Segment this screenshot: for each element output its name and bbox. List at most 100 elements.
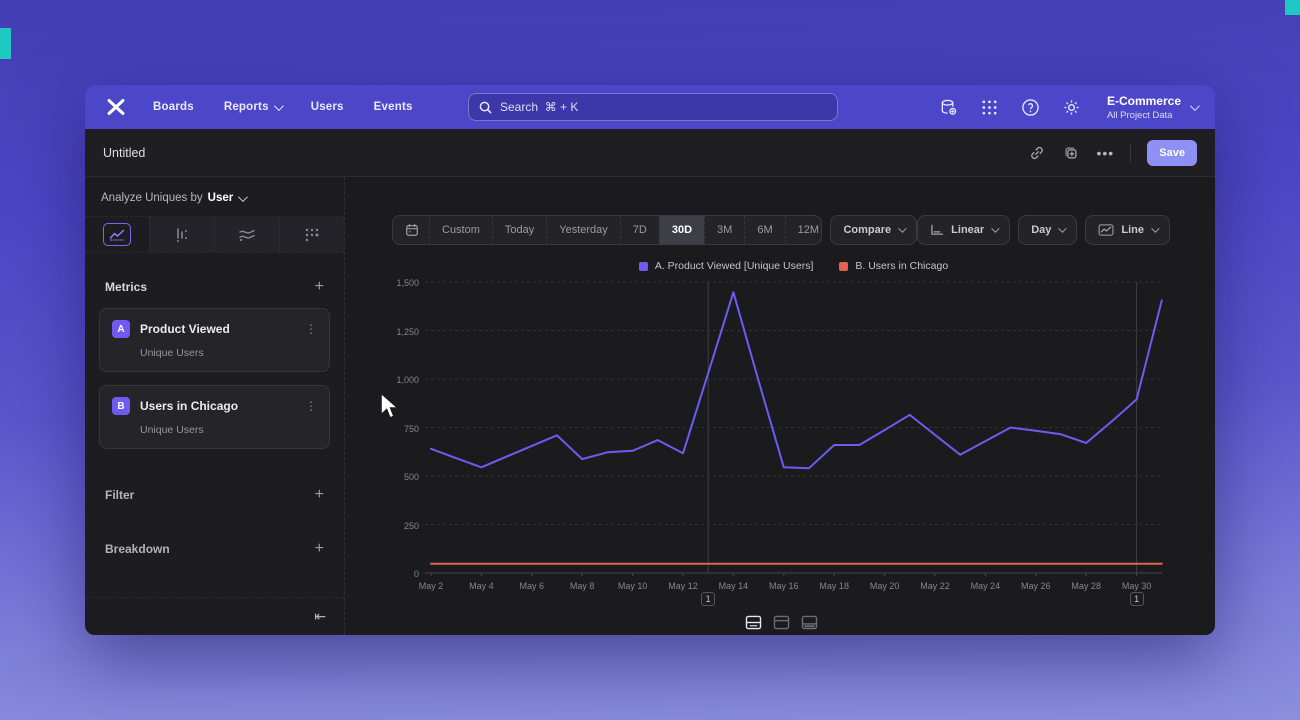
metric-b-more-icon[interactable]: ⋮	[305, 398, 317, 413]
chevron-down-icon	[1151, 224, 1160, 233]
nav-users[interactable]: Users	[311, 101, 344, 113]
divider	[1130, 143, 1132, 162]
search-input[interactable]	[500, 100, 827, 114]
chart-toolbar: Custom Today Yesterday 7D 30D 3M 6M 12M …	[392, 215, 1170, 245]
chart-type-dropdown[interactable]: Line	[1085, 215, 1170, 245]
x-tick-label: May 26	[1021, 581, 1051, 591]
range-yesterday[interactable]: Yesterday	[546, 216, 620, 244]
add-breakdown-button[interactable]: +	[314, 540, 324, 557]
analyze-row: Analyze Uniques by User	[85, 177, 344, 217]
x-tick-label: May 6	[519, 581, 545, 591]
nav-reports[interactable]: Reports	[223, 100, 284, 113]
y-tick-label: 1,500	[396, 278, 419, 288]
teal-artifact-right	[1285, 0, 1300, 15]
metric-card-b[interactable]: B Users in Chicago ⋮ Unique Users	[99, 385, 330, 449]
line-chart[interactable]	[425, 281, 1163, 576]
tab-bar-chart[interactable]	[149, 217, 214, 252]
report-title[interactable]: Untitled	[103, 145, 146, 160]
settings-gear-icon[interactable]	[1062, 97, 1082, 117]
range-3m[interactable]: 3M	[704, 216, 744, 244]
primary-nav: Boards Reports Users Events	[153, 100, 413, 113]
topbar-right-group: E-Commerce All Project Data	[939, 93, 1200, 121]
range-6m[interactable]: 6M	[744, 216, 784, 244]
data-management-icon[interactable]	[939, 97, 959, 117]
calendar-icon[interactable]	[393, 223, 429, 237]
metric-b-measure[interactable]: Unique Users	[140, 424, 204, 436]
chevron-down-icon	[898, 224, 907, 233]
y-tick-label: 750	[403, 423, 419, 434]
annotation-badge[interactable]: 1	[701, 592, 716, 606]
legend-label: B. Users in Chicago	[855, 260, 949, 272]
granularity-label: Day	[1031, 224, 1052, 236]
chevron-down-icon	[991, 224, 1000, 233]
metric-a-more-icon[interactable]: ⋮	[305, 321, 317, 336]
breakdown-heading: Breakdown	[105, 542, 170, 556]
bar-chart-icon	[177, 227, 187, 242]
metric-a-measure[interactable]: Unique Users	[140, 347, 204, 359]
chart-legend: A. Product Viewed [Unique Users] B. Users…	[425, 260, 1162, 272]
collapse-sidebar-icon[interactable]: ⇤	[314, 608, 326, 624]
scale-dropdown[interactable]: Linear	[917, 215, 1011, 245]
legend-item[interactable]: B. Users in Chicago	[839, 260, 948, 272]
linear-axis-icon	[930, 224, 944, 236]
nav-boards-label: Boards	[153, 101, 194, 113]
share-link-icon[interactable]	[1028, 144, 1046, 162]
mixpanel-logo-icon[interactable]	[103, 94, 129, 120]
x-tick-label: May 28	[1071, 581, 1101, 591]
x-tick-label: May 24	[970, 581, 1001, 591]
metric-b-label: Users in Chicago	[140, 399, 239, 413]
range-7d[interactable]: 7D	[619, 216, 659, 244]
chart-svg	[425, 281, 1163, 576]
apps-grid-icon[interactable]	[980, 97, 1000, 117]
table-only-view-icon[interactable]	[800, 614, 819, 631]
range-30d[interactable]: 30D	[658, 216, 705, 244]
query-builder-sidebar: Analyze Uniques by User	[85, 177, 345, 635]
metrics-heading: Metrics	[105, 280, 148, 294]
duplicate-icon[interactable]	[1062, 144, 1080, 162]
range-12m[interactable]: 12M	[784, 216, 822, 244]
date-range-control: Custom Today Yesterday 7D 30D 3M 6M 12M	[392, 215, 823, 245]
annotation-badge[interactable]: 1	[1129, 592, 1144, 606]
global-search[interactable]	[468, 93, 838, 121]
filter-section-header: Filter +	[85, 487, 344, 503]
nav-events[interactable]: Events	[374, 101, 413, 113]
project-name: E-Commerce	[1106, 93, 1181, 108]
scale-label: Linear	[951, 224, 985, 236]
metric-card-a[interactable]: A Product Viewed ⋮ Unique Users	[99, 308, 330, 372]
add-filter-button[interactable]: +	[314, 486, 324, 503]
help-icon[interactable]	[1021, 97, 1041, 117]
y-tick-label: 1,250	[396, 326, 419, 337]
legend-item[interactable]: A. Product Viewed [Unique Users]	[638, 260, 814, 272]
nav-boards[interactable]: Boards	[153, 101, 194, 113]
tab-insights-line[interactable]	[85, 217, 149, 252]
y-tick-label: 500	[403, 472, 419, 482]
save-button[interactable]: Save	[1147, 139, 1197, 166]
chevron-down-icon	[1189, 100, 1200, 111]
report-title-bar: Untitled ••• Save	[85, 129, 1215, 177]
analyze-entity-dropdown[interactable]: User	[208, 191, 249, 204]
split-view-icon[interactable]	[744, 614, 763, 631]
range-custom[interactable]: Custom	[429, 216, 492, 244]
x-tick-label: May 12	[668, 581, 698, 591]
range-today[interactable]: Today	[491, 216, 546, 244]
project-scope: All Project Data	[1106, 109, 1173, 121]
granularity-dropdown[interactable]: Day	[1018, 215, 1078, 245]
compare-button[interactable]: Compare	[830, 215, 918, 245]
tab-flows[interactable]	[214, 217, 279, 252]
title-actions: ••• Save	[1028, 139, 1197, 166]
metrics-section-header: Metrics +	[85, 279, 344, 295]
tab-retention[interactable]	[279, 217, 344, 252]
x-tick-label: May 10	[617, 581, 648, 591]
chart-panel: Custom Today Yesterday 7D 30D 3M 6M 12M …	[345, 177, 1215, 635]
y-tick-label: 0	[413, 569, 419, 579]
project-switcher[interactable]: E-Commerce All Project Data	[1106, 93, 1200, 121]
x-tick-label: May 4	[469, 581, 494, 591]
line-chart-icon	[1098, 224, 1114, 236]
add-metric-button[interactable]: +	[314, 278, 324, 295]
legend-label: A. Product Viewed [Unique Users]	[654, 260, 814, 272]
x-tick-label: May 16	[769, 581, 799, 591]
chart-only-view-icon[interactable]	[772, 614, 791, 631]
more-options-icon[interactable]: •••	[1096, 144, 1115, 161]
nav-reports-label: Reports	[223, 101, 269, 113]
